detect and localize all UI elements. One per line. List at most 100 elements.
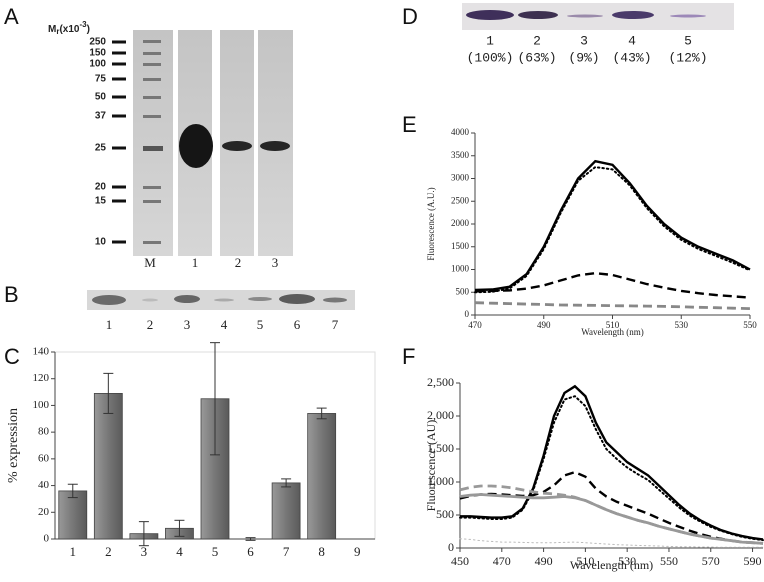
x-tick-label: 590 xyxy=(744,554,762,568)
y-tick-label: 80 xyxy=(38,426,50,438)
percent-label: (43%) xyxy=(612,50,651,65)
series-line xyxy=(459,538,764,548)
x-tick-label: 490 xyxy=(535,554,553,568)
x-tick-label: 4 xyxy=(176,544,183,559)
lane-label: 5 xyxy=(684,33,692,48)
series-line xyxy=(459,395,764,542)
marker-label: 250 xyxy=(89,37,106,48)
lane-label: 3 xyxy=(272,255,279,270)
lane-label: 6 xyxy=(294,317,301,332)
x-tick-label: 6 xyxy=(247,544,254,559)
y-tick-label: 1,500 xyxy=(427,441,454,455)
percent-label: (9%) xyxy=(568,50,599,65)
y-tick-label: 4000 xyxy=(451,127,470,137)
panel-letter: D xyxy=(402,4,418,29)
bar xyxy=(93,393,123,540)
x-tick-label: 470 xyxy=(493,554,511,568)
y-tick-label: 3500 xyxy=(451,150,470,160)
x-tick-label: 470 xyxy=(468,320,482,330)
y-tick-label: 3000 xyxy=(451,173,470,183)
x-tick-label: 450 xyxy=(451,554,469,568)
y-tick-label: 60 xyxy=(38,452,50,464)
y-axis-label: Fluorescence (AU) xyxy=(424,420,438,512)
marker-label: 50 xyxy=(95,92,107,103)
y-tick-label: 100 xyxy=(33,399,50,411)
lane-label: M xyxy=(144,255,156,270)
y-tick-label: 0 xyxy=(448,540,454,554)
x-tick-label: 2 xyxy=(105,544,112,559)
x-axis-label: Wavelength (nm) xyxy=(570,558,653,572)
bar xyxy=(271,482,301,540)
marker-label: 100 xyxy=(89,59,106,70)
x-tick-label: 510 xyxy=(576,554,594,568)
mr-label: Mr(x10-3) xyxy=(48,20,90,36)
y-tick-label: 40 xyxy=(38,479,50,491)
x-tick-label: 510 xyxy=(606,320,620,330)
lane-label: 4 xyxy=(628,33,636,48)
series-line xyxy=(474,301,751,310)
y-tick-label: 2500 xyxy=(451,195,470,205)
x-tick-label: 8 xyxy=(318,544,325,559)
lane-label: 4 xyxy=(221,317,228,332)
x-tick-label: 550 xyxy=(743,320,757,330)
panel-letter: C xyxy=(4,344,20,369)
panel-letter: F xyxy=(402,344,415,369)
y-tick-label: 500 xyxy=(436,507,454,521)
y-tick-label: 0 xyxy=(44,533,50,545)
y-tick-label: 2,500 xyxy=(427,375,454,389)
percent-label: (12%) xyxy=(668,50,707,65)
series-line xyxy=(459,493,764,545)
series-line xyxy=(460,384,764,541)
lane-label: 2 xyxy=(235,255,242,270)
marker-label: 10 xyxy=(95,237,107,248)
panel-letter: E xyxy=(402,112,417,137)
marker-label: 25 xyxy=(95,143,107,154)
gel-b xyxy=(87,290,355,310)
lane-label: 2 xyxy=(147,317,154,332)
y-tick-label: 140 xyxy=(33,346,50,358)
lane-label: 2 xyxy=(533,33,541,48)
y-tick-label: 2,000 xyxy=(427,408,454,422)
lane-label: 3 xyxy=(580,33,588,48)
marker-label: 20 xyxy=(95,182,107,193)
x-tick-label: 550 xyxy=(660,554,678,568)
bar xyxy=(58,490,88,540)
marker-label: 15 xyxy=(95,196,107,207)
panel-letter: A xyxy=(4,4,19,29)
marker-label: 75 xyxy=(95,74,107,85)
x-tick-label: 570 xyxy=(702,554,720,568)
gel-a xyxy=(112,30,293,256)
x-tick-label: 530 xyxy=(618,554,636,568)
lane-label: 1 xyxy=(192,255,199,270)
series-line xyxy=(474,159,751,292)
lane-label: 3 xyxy=(184,317,191,332)
x-tick-label: 7 xyxy=(283,544,290,559)
gel-d xyxy=(462,3,734,30)
y-tick-label: 120 xyxy=(33,372,50,384)
x-tick-label: 5 xyxy=(212,544,219,559)
y-tick-label: 1000 xyxy=(451,264,470,274)
panel-letter: B xyxy=(4,282,19,307)
y-tick-label: 500 xyxy=(456,286,470,296)
y-tick-label: 2000 xyxy=(451,218,470,228)
y-tick-label: 1500 xyxy=(451,241,470,251)
marker-label: 150 xyxy=(89,48,106,59)
lane-label: 1 xyxy=(106,317,113,332)
y-axis-label: % expression xyxy=(6,408,21,483)
y-tick-label: 20 xyxy=(38,506,50,518)
y-tick-label: 0 xyxy=(465,309,470,319)
series-line xyxy=(474,166,751,294)
x-tick-label: 490 xyxy=(537,320,551,330)
x-tick-label: 530 xyxy=(675,320,689,330)
x-tick-label: 1 xyxy=(70,544,77,559)
bar xyxy=(307,413,337,540)
x-axis-label: Wavelength (nm) xyxy=(581,327,644,337)
percent-label: (63%) xyxy=(517,50,556,65)
y-axis-label: Fluorescence (A.U.) xyxy=(426,187,436,260)
series-line xyxy=(459,470,764,545)
percent-label: (100%) xyxy=(467,50,514,65)
lane-label: 7 xyxy=(332,317,339,332)
series-line xyxy=(474,271,751,299)
x-tick-label: 3 xyxy=(141,544,148,559)
